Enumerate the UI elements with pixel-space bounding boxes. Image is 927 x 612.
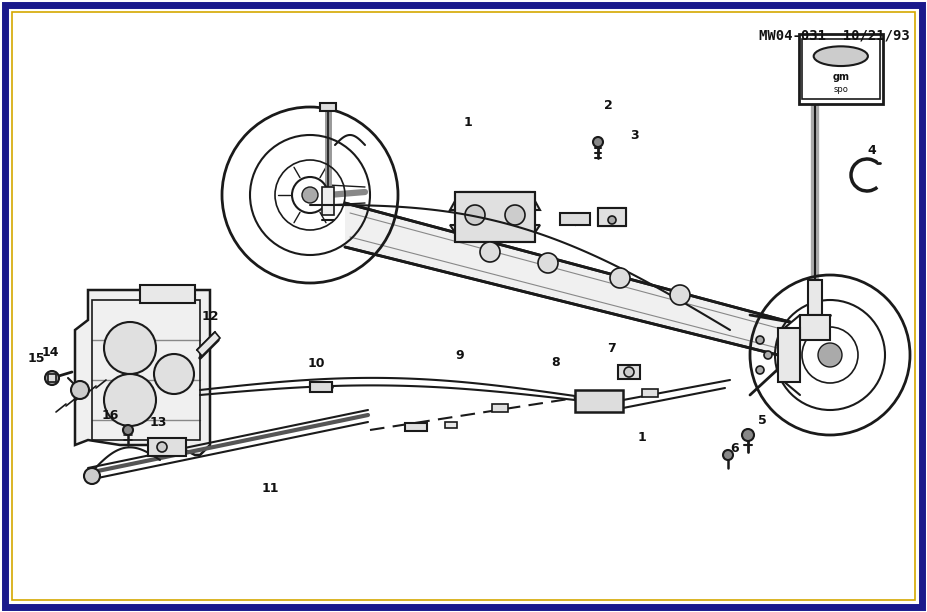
Bar	[148, 438, 186, 456]
Bar	[802, 39, 880, 99]
Text: 3: 3	[630, 129, 640, 141]
Bar	[322, 187, 334, 215]
Circle shape	[608, 216, 616, 224]
Text: 5: 5	[757, 414, 767, 427]
Circle shape	[154, 354, 194, 394]
Bar	[575, 390, 623, 412]
Circle shape	[610, 268, 630, 288]
Polygon shape	[345, 203, 790, 358]
Bar	[320, 103, 336, 111]
Text: gm: gm	[832, 72, 849, 82]
Bar	[560, 213, 590, 225]
Bar	[405, 423, 427, 431]
Text: 7: 7	[607, 341, 616, 354]
Circle shape	[818, 343, 842, 367]
Text: 9: 9	[456, 348, 464, 362]
Circle shape	[104, 374, 156, 426]
Text: 1: 1	[638, 430, 646, 444]
Circle shape	[593, 137, 603, 147]
Text: 12: 12	[201, 310, 219, 323]
Bar	[642, 389, 658, 397]
Text: 8: 8	[552, 356, 560, 368]
Bar	[140, 285, 195, 303]
Circle shape	[764, 351, 772, 359]
Text: 13: 13	[149, 416, 167, 428]
Text: MW04-031  10/21/93: MW04-031 10/21/93	[759, 28, 910, 42]
Polygon shape	[75, 290, 210, 455]
Circle shape	[71, 381, 89, 399]
Bar	[310, 382, 332, 392]
Text: 2: 2	[603, 99, 613, 111]
Circle shape	[505, 205, 525, 225]
Text: 6: 6	[730, 441, 740, 455]
Circle shape	[723, 450, 733, 460]
Circle shape	[480, 242, 500, 262]
Bar	[799, 34, 883, 104]
Circle shape	[756, 366, 764, 374]
Bar	[445, 422, 457, 428]
Circle shape	[302, 187, 318, 203]
Circle shape	[465, 205, 485, 225]
Text: 4: 4	[868, 143, 876, 157]
Circle shape	[84, 468, 100, 484]
Circle shape	[157, 442, 167, 452]
Bar	[808, 280, 822, 315]
Circle shape	[123, 425, 133, 435]
Bar	[455, 192, 535, 242]
Bar	[800, 315, 830, 340]
Bar	[778, 328, 800, 382]
Polygon shape	[450, 192, 540, 210]
Ellipse shape	[814, 47, 868, 66]
Text: 1: 1	[464, 116, 473, 129]
Polygon shape	[197, 332, 220, 356]
Bar	[48, 374, 56, 382]
Text: 10: 10	[307, 357, 324, 370]
Polygon shape	[450, 225, 540, 240]
Bar	[92, 300, 200, 440]
Circle shape	[45, 371, 59, 385]
Text: 16: 16	[101, 408, 119, 422]
Text: 11: 11	[261, 482, 279, 494]
Circle shape	[538, 253, 558, 273]
Text: 14: 14	[41, 346, 58, 359]
Bar	[492, 404, 508, 412]
Circle shape	[670, 285, 690, 305]
Bar	[805, 68, 825, 78]
Circle shape	[104, 322, 156, 374]
Circle shape	[624, 367, 634, 377]
Bar	[598, 208, 626, 226]
Text: spo: spo	[833, 86, 848, 94]
Bar	[618, 365, 640, 379]
Circle shape	[756, 336, 764, 344]
Circle shape	[742, 429, 754, 441]
Text: 15: 15	[27, 351, 44, 365]
